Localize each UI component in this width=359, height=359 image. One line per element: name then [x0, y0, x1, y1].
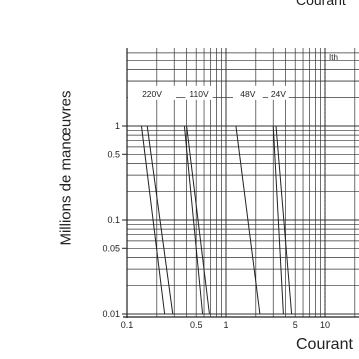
ith-label: Ith: [329, 53, 338, 62]
series-line-110v: [183, 125, 204, 315]
series-line-48v: [235, 125, 261, 315]
series-label: 24V: [271, 89, 286, 99]
series-label-bg: [128, 85, 177, 100]
series-label: 110V: [189, 89, 209, 99]
series-line-24v: [275, 125, 293, 315]
series-label-bg: [233, 85, 263, 100]
series-line-24v: [272, 125, 284, 315]
x-tick-label: 0.5: [190, 320, 203, 330]
series-label: 48V: [240, 89, 255, 99]
y-tick-label: 1: [115, 121, 120, 131]
x-axis-label: Courant: [296, 336, 353, 353]
series-label-bg: [268, 85, 289, 100]
series-label: 220V: [142, 89, 162, 99]
series-label-bg: [185, 85, 213, 100]
series-line-110v: [186, 125, 210, 315]
cut-off-courant-label: Courant: [296, 0, 346, 8]
y-axis-label: Millions de manœuvres: [57, 90, 75, 246]
series-line-220v: [146, 125, 174, 315]
y-tick-label: 0.01: [102, 309, 120, 319]
series-line-220v: [140, 125, 166, 315]
y-tick-label: 0.05: [102, 243, 120, 253]
x-tick-label: 10: [320, 320, 330, 330]
x-tick-label: 5: [293, 320, 298, 330]
x-tick-label: 0.1: [121, 320, 134, 330]
y-tick-label: 0.5: [107, 149, 120, 159]
x-tick-label: 1: [223, 320, 228, 330]
y-tick-label: 0.1: [107, 215, 120, 225]
